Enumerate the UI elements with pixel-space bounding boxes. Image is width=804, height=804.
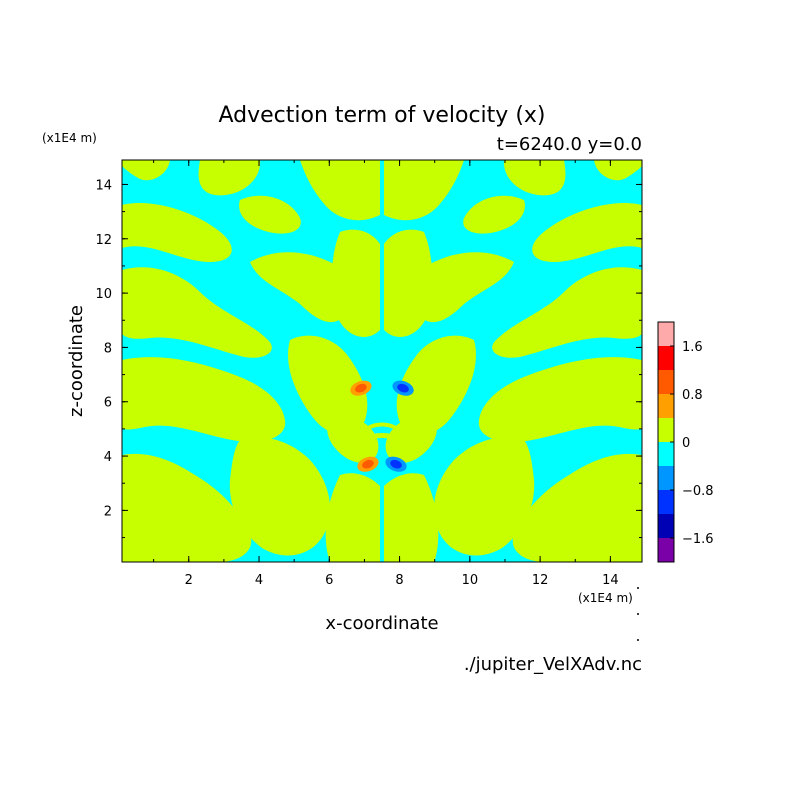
center-ring (349, 433, 415, 454)
positive-region (384, 160, 464, 221)
marker-dot (637, 639, 639, 641)
y-axis-label: z-coordinate (66, 305, 87, 417)
positive-region (122, 357, 286, 442)
x-tick-label: 14 (602, 573, 619, 588)
colorbar-swatch (658, 442, 674, 466)
centerline-negative-strip (380, 160, 384, 562)
positive-region (288, 335, 368, 436)
colorbar-tick-label: 0.8 (682, 388, 703, 403)
plot-area: 2 4 6 8 10 12 14 2 4 6 8 10 12 14 (95, 159, 643, 588)
y-tick-label: 6 (104, 396, 112, 411)
x-tick-label: 10 (462, 573, 479, 588)
positive-region (396, 335, 476, 436)
x-tick-label: 8 (395, 573, 403, 588)
y-tick-label: 2 (104, 504, 112, 519)
y-tick-label: 4 (104, 450, 112, 465)
y-tick-label: 8 (104, 341, 112, 356)
chart-subtitle: t=6240.0 y=0.0 (497, 134, 642, 155)
positive-region (433, 437, 535, 556)
positive-region (478, 357, 642, 442)
marker-dot (637, 613, 639, 615)
negative-blob-core (390, 459, 402, 469)
positive-region (198, 160, 261, 196)
field-right-half (384, 160, 642, 562)
center-ring (356, 422, 408, 440)
colorbar-swatch (658, 370, 674, 394)
positive-region (331, 229, 380, 337)
x-axis-label: x-coordinate (325, 613, 438, 634)
colorbar-swatch (658, 418, 674, 442)
marker-dot (637, 587, 639, 589)
colorbar-tick-label: −0.8 (682, 484, 714, 499)
positive-region (325, 473, 380, 562)
field-left-half (122, 160, 380, 562)
x-tick-label: 12 (532, 573, 549, 588)
positive-region (559, 524, 615, 562)
colorbar-swatch (658, 538, 674, 562)
positive-region (229, 437, 331, 556)
positive-region (250, 252, 354, 323)
positive-region (122, 160, 170, 181)
plot-frame (121, 159, 643, 563)
positive-blob-core (355, 383, 367, 393)
positive-region (122, 267, 272, 358)
positive-region (532, 202, 642, 262)
y-tick-label: 12 (95, 233, 112, 248)
x-tick-label: 2 (185, 573, 193, 588)
positive-region (122, 202, 232, 262)
positive-region (239, 195, 301, 234)
colorbar-swatch (658, 466, 674, 490)
positive-region (384, 229, 433, 337)
positive-region (410, 252, 514, 323)
x-unit-label: (x1E4 m) (578, 591, 633, 605)
positive-region (463, 195, 525, 234)
positive-region (149, 524, 205, 562)
colorbar-swatch (658, 394, 674, 418)
chart-title: Advection term of velocity (x) (218, 103, 545, 128)
positive-region (492, 267, 642, 358)
positive-region (594, 160, 642, 181)
colorbar: −1.6 −0.8 0 0.8 1.6 (657, 321, 714, 563)
positive-region (503, 160, 566, 196)
source-file-label: ./jupiter_VelXAdv.nc (464, 654, 642, 675)
colorbar-tick-label: 0 (682, 436, 690, 451)
y-tick-label: 14 (95, 178, 112, 193)
y-axis: 2 4 6 8 10 12 14 (95, 178, 642, 539)
colorbar-swatch (658, 346, 674, 370)
colorbar-swatch (658, 490, 674, 514)
positive-blob-core (362, 459, 374, 469)
y-tick-label: 10 (95, 287, 112, 302)
negative-blob-core (397, 383, 409, 393)
extrema-blobs (350, 380, 414, 472)
x-tick-label: 4 (255, 573, 263, 588)
positive-region (300, 160, 380, 221)
positive-region (384, 473, 439, 562)
colorbar-tick-label: 1.6 (682, 340, 703, 355)
y-unit-label: (x1E4 m) (42, 131, 97, 145)
colorbar-swatch (658, 322, 674, 346)
colorbar-swatch (658, 514, 674, 538)
x-tick-label: 6 (325, 573, 333, 588)
x-axis: 2 4 6 8 10 12 14 (153, 160, 619, 588)
colorbar-tick-label: −1.6 (682, 532, 714, 547)
